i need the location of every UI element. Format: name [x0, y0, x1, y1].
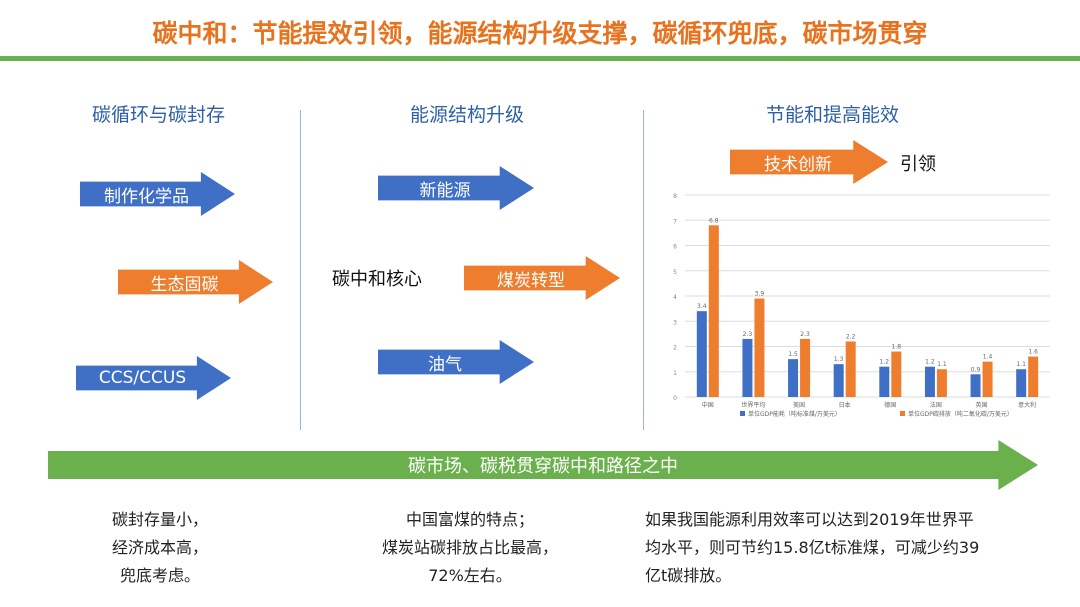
data-label: 3.9	[755, 291, 765, 298]
bar	[788, 359, 799, 397]
bar	[708, 225, 719, 397]
y-tick-label: 7	[673, 218, 677, 225]
arrow-new-energy: 新能源	[378, 166, 534, 210]
x-tick-label: 日本	[839, 401, 851, 409]
bar	[833, 364, 844, 397]
column-heading-efficiency: 节能和提高能效	[766, 104, 900, 126]
arrow-ecological-sequestration: 生态固碳	[118, 260, 273, 304]
note-carbon-storage: 碳封存量小， 经济成本高， 兜底考虑。	[60, 506, 260, 590]
data-label: 1.1	[937, 361, 947, 368]
data-label: 1.6	[1028, 349, 1038, 356]
bar	[891, 351, 902, 397]
y-tick-label: 8	[673, 193, 677, 200]
note-line: 兜底考虑。	[119, 566, 200, 585]
divider	[643, 110, 644, 430]
arrow-coal-transition: 煤炭转型	[464, 256, 620, 300]
note-efficiency: 如果我国能源利用效率可以达到2019年世界平 均水平，则可节约15.8亿t标准煤…	[645, 506, 1065, 590]
x-tick-label: 德国	[884, 401, 896, 409]
arrow-chemicals: 制作化学品	[80, 172, 235, 216]
y-tick-label: 5	[673, 269, 677, 276]
column-heading-energy-structure: 能源结构升级	[410, 104, 525, 126]
note-line: 如果我国能源利用效率可以达到2019年世界平	[645, 510, 974, 529]
x-tick-label: 意大利	[1018, 401, 1036, 409]
bar	[1016, 369, 1027, 397]
x-tick-label: 法国	[930, 401, 942, 409]
x-tick-label: 世界平均	[741, 401, 765, 409]
bar	[924, 366, 935, 397]
carbon-neutral-core: 碳中和核心	[332, 269, 422, 290]
lead-label: 引领	[900, 154, 936, 175]
legend-label: 单位GDP碳排放（吨二氧化碳/万美元）	[908, 410, 1013, 418]
note-line: 均水平，则可节约15.8亿t标准煤，可减少约39	[645, 538, 980, 557]
data-label: 1.8	[892, 344, 902, 351]
bar	[970, 374, 981, 397]
y-tick-label: 0	[673, 395, 677, 402]
note-line: 煤炭站碳排放占比最高，	[381, 538, 558, 557]
y-tick-label: 1	[673, 370, 677, 377]
bar	[754, 298, 765, 397]
carbon-market-banner-arrow: 碳市场、碳税贯穿碳中和路径之中	[48, 440, 1038, 490]
data-label: 1.2	[925, 359, 935, 366]
title-underline	[0, 56, 1080, 61]
data-label: 0.9	[971, 366, 981, 373]
bar	[936, 369, 947, 397]
note-line: 72%左右。	[428, 566, 512, 585]
note-line: 中国富煤的特点；	[405, 510, 534, 529]
x-tick-label: 英国	[976, 401, 988, 409]
legend-label: 单位GDP能耗（吨标准煤/万美元）	[748, 410, 841, 418]
x-tick-label: 美国	[793, 401, 805, 409]
data-label: 2.3	[743, 331, 753, 338]
bar	[982, 361, 993, 397]
bar	[696, 311, 707, 397]
data-label: 1.2	[880, 359, 890, 366]
data-label: 2.3	[800, 331, 810, 338]
column-heading-carbon-cycle: 碳循环与碳封存	[92, 104, 226, 126]
y-tick-label: 3	[673, 319, 677, 326]
divider	[300, 110, 301, 430]
data-label: 2.2	[846, 333, 856, 340]
arrow-ccs-ccus: CCS/CCUS	[76, 356, 231, 400]
note-line: 经济成本高，	[111, 538, 208, 557]
energy-intensity-bar-chart: 0 1 2 3 4 5 6 7 8 3.4 6.8 中国 2.3 3.9 世界平均 1.5 2.3 美国 1.3 2.…	[673, 193, 1050, 418]
data-label: 6.8	[709, 217, 719, 224]
data-label: 1.3	[834, 356, 844, 363]
bar	[800, 338, 811, 397]
data-label: 3.4	[697, 303, 707, 310]
y-tick-label: 2	[673, 345, 677, 352]
bar	[879, 366, 890, 397]
legend-swatch	[740, 411, 745, 416]
legend-swatch	[900, 411, 905, 416]
arrow-tech-innovation: 技术创新	[730, 140, 888, 184]
y-tick-label: 4	[673, 294, 677, 301]
arrow-oil-gas: 油气	[378, 340, 534, 384]
y-tick-label: 6	[673, 244, 677, 251]
x-tick-label: 中国	[702, 401, 714, 409]
bar	[845, 341, 856, 397]
bar	[742, 338, 753, 397]
note-coal: 中国富煤的特点； 煤炭站碳排放占比最高， 72%左右。	[345, 506, 595, 590]
bar	[1028, 356, 1039, 397]
note-line: 碳封存量小，	[111, 510, 208, 529]
note-line: 亿t碳排放。	[645, 566, 732, 585]
page-title: 碳中和：节能提效引领，能源结构升级支撑，碳循环兜底，碳市场贯穿	[152, 19, 928, 48]
data-label: 1.5	[788, 351, 798, 358]
data-label: 1.1	[1016, 361, 1026, 368]
data-label: 1.4	[983, 354, 993, 361]
